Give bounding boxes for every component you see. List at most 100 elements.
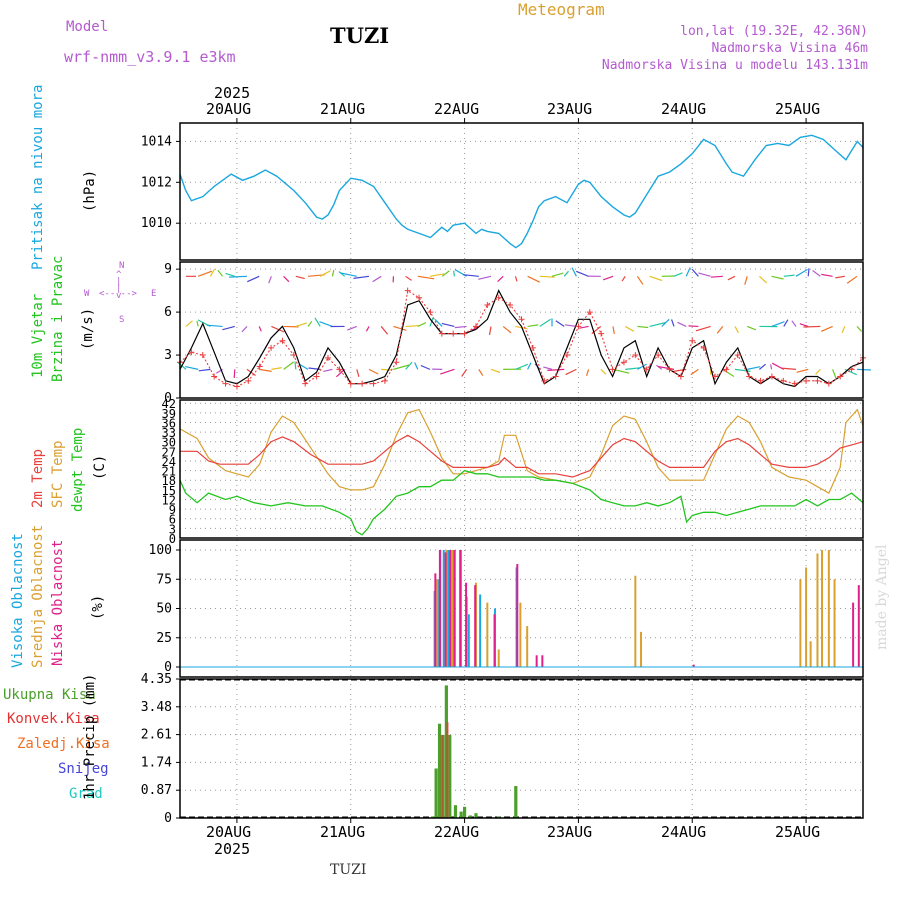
wind-arrow-r2-14 [356,369,360,377]
wind-arrow-r0-16 [372,275,382,283]
wind-arrow-r2-45 [734,368,751,372]
wind-gust-mark-53 [780,377,787,384]
precip-total-bar-5 [448,734,452,818]
ytick-label-p0-0: 1010 [141,216,172,231]
wind-arrow-r2-17 [393,364,410,370]
wind-arrow-r1-35 [612,326,615,335]
wind-arrow-r2-51 [796,368,809,373]
wind-arrow-r0-5 [229,275,248,278]
wind-arrow-r1-6 [258,326,262,332]
ytick-label-p1-0: 0 [164,391,172,406]
wind-gust-mark-10 [290,352,297,359]
wind-arrow-r1-18 [405,325,419,328]
wind-gust-mark-48 [723,366,730,373]
precip-legend-frz: Zaledj.Kisa [17,736,110,752]
ytick-label-p2-3: 9 [169,503,176,517]
wind-arrow-r2-8 [283,361,295,370]
ytick-label-p3-4: 100 [149,543,172,558]
wind-arrow-r0-30 [551,272,564,277]
ytick-label-p1-2: 6 [164,305,172,320]
wind-arrow-r0-45 [727,275,736,281]
wind-arrow-r0-11 [319,270,331,277]
ytick-label-p2-13: 39 [162,407,176,421]
wind-gust-mark-31 [529,344,536,351]
wind-gust-mark-40 [632,352,639,359]
wind-arrow-r1-21 [434,318,443,327]
panel-frame-0 [179,122,864,261]
precip-total-bar-7 [459,811,463,818]
wind-gust-mark-42 [655,352,662,359]
wind-arrow-r0-1 [197,270,213,277]
wind-arrow-r2-24 [478,369,484,376]
wind-arrow-r2-28 [527,362,532,370]
wind-gust-mark-59 [848,366,855,373]
precip-conv-bar-1 [446,722,449,818]
ytick-label-p1-3: 9 [164,262,172,277]
wind-gust-mark-39 [620,359,627,366]
wind-arrow-r0-15 [353,275,370,279]
wind-arrow-r0-50 [795,268,808,277]
model-label: Model [66,19,109,35]
wind-arrow-r0-4 [225,272,235,277]
wind-arrow-r2-10 [298,363,309,370]
wind-arrow-r0-9 [295,275,305,280]
ytick-label-p2-2: 6 [169,513,176,527]
wind-arrow-r0-44 [710,275,723,278]
wind-arrow-r0-41 [685,267,691,277]
ytick-label-p3-1: 25 [156,631,172,646]
wind-arrow-r0-51 [807,268,810,277]
ytick-label-p2-12: 36 [162,416,176,430]
wind-arrow-r1-45 [734,326,739,333]
wind-arrow-r2-15 [368,368,379,375]
wind-arrow-r1-32 [564,324,577,328]
wind-arrow-r0-27 [514,276,518,282]
wind-gust-mark-41 [643,366,650,373]
wind-gust-mark-13 [324,354,331,361]
wind-arrow-r1-50 [791,320,797,327]
ytick-label-p2-1: 3 [169,522,176,536]
wind-arrow-r1-4 [222,325,235,331]
bottom-date-3: 23AUG [547,823,593,841]
wind-gust-mark-45 [689,337,696,344]
wind-arrow-r2-34 [600,368,607,375]
wind-arrow-r0-42 [691,268,699,277]
panel-frame-1 [179,261,864,399]
wind-arrow-r0-46 [744,276,748,285]
wind-gust-mark-21 [416,294,423,301]
wind-arrow-r2-33 [586,369,590,376]
wind-gust-mark-26 [472,323,479,330]
wind-arrow-r1-40 [671,319,675,327]
ytick-label-p3-0: 0 [164,660,172,675]
wind-gust-mark-37 [598,330,605,337]
wind-gust-mark-56 [814,377,821,384]
wind-arrow-r2-2 [198,368,211,372]
wind-gust-mark-7 [256,363,263,370]
ytick-label-p1-1: 3 [164,348,172,363]
pressure-line [179,134,864,249]
wind-arrow-r2-32 [565,368,577,376]
wind-arrow-r2-16 [381,368,393,371]
wind-arrow-r0-21 [441,270,450,277]
top-date-0: 20AUG [206,100,252,118]
top-date-2: 22AUG [434,100,480,118]
wind-arrow-r1-16 [380,326,389,335]
wind-gust-mark-43 [666,366,673,373]
wind-gust-mark-1 [188,349,195,356]
precip-legend-conv: Konvek.Kisa [7,711,100,727]
wind-gust-mark-25 [461,330,468,337]
wind-gust-mark-19 [393,359,400,366]
wind-arrow-r2-25 [490,368,501,374]
wind-gust-mark-6 [245,377,252,384]
wind-gust-mark-34 [564,352,571,359]
panel-frame-2 [179,399,864,539]
wind-arrow-r0-3 [217,269,224,277]
wind-arrow-r1-7 [271,325,285,333]
ytick-label-p2-14: 42 [162,397,176,411]
top-year-label: 2025 [214,84,251,102]
wind-arrow-r0-14 [339,272,357,277]
wind-arrow-r0-53 [821,273,833,277]
wind-arrow-r0-43 [698,272,711,277]
lonlat-label: lon,lat (19.32E, 42.36N) [680,24,868,39]
wind-arrow-r0-49 [783,274,795,277]
compass-s: S [119,315,125,325]
